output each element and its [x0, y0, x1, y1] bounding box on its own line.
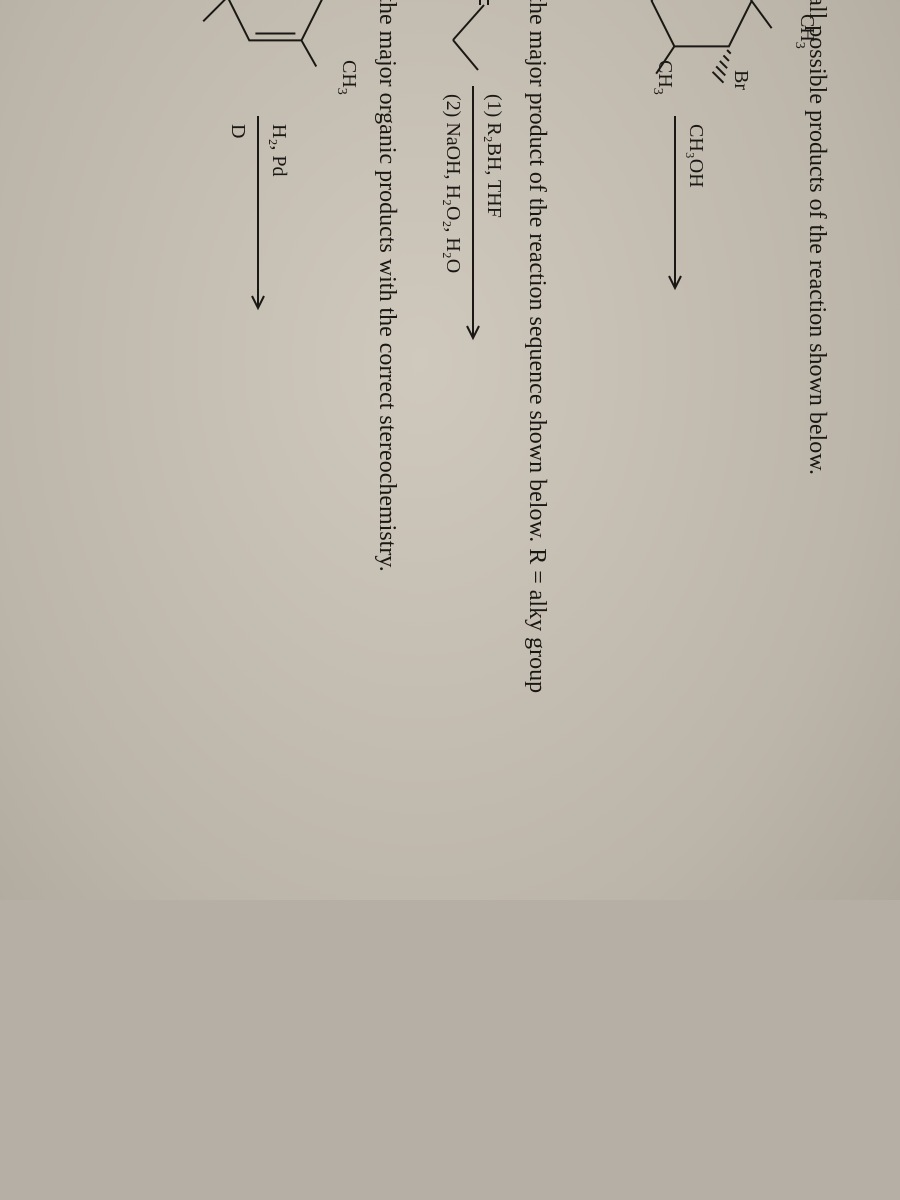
problem-27-prompt: 27. Draw all possible products of the re…	[802, 0, 832, 1010]
problem-28: 28. Draw the major product of the reacti…	[438, 0, 552, 1010]
q28-substrate	[438, 0, 508, 70]
q29-arrow-group: H₂, Pd D	[226, 116, 290, 316]
reaction-arrow-icon	[251, 116, 265, 316]
q27-sub-top-label: CH3	[791, 14, 818, 49]
problem-27-scheme: CH3 Br CH3 CH₃OH	[588, 0, 788, 1010]
fused-ring-stub-icon	[201, 0, 227, 21]
q27-sub-br-label: Br	[729, 70, 752, 90]
problem-29-prompt: 29. Draw the major organic products with…	[372, 0, 402, 1010]
q27-sub-bot-label: CH3	[649, 60, 676, 95]
reaction-arrow-icon	[669, 116, 683, 296]
q27-reagent-label: CH₃OH	[685, 116, 708, 188]
bond-line	[752, 1, 772, 28]
q28-step1-label: (1) R₂BH, THF	[482, 86, 505, 218]
bond-line	[453, 40, 478, 70]
q27-substrate: CH3 Br CH3	[588, 0, 788, 100]
problem-27: 27. Draw all possible products of the re…	[588, 0, 832, 1010]
q29-reagents-line2: D	[226, 116, 249, 138]
problem-28-scheme: (1) R₂BH, THF (2) NaOH, H₂O₂, H₂O	[438, 0, 508, 1010]
problem-28-text: Draw the major product of the reaction s…	[524, 0, 550, 693]
wedge-hash-icon	[713, 50, 731, 83]
q28-step2-label: (2) NaOH, H₂O₂, H₂O	[441, 86, 464, 273]
problem-28-prompt: 28. Draw the major product of the reacti…	[522, 0, 552, 1010]
q29-reagents-line1: H₂, Pd	[267, 116, 290, 177]
bond-line	[301, 40, 316, 66]
q28-arrow-group: (1) R₂BH, THF (2) NaOH, H₂O₂, H₂O	[441, 86, 505, 346]
problem-27-text: Draw all possible products of the reacti…	[804, 0, 830, 475]
bond-line	[453, 5, 484, 40]
cyclohexane-ring-icon	[652, 0, 752, 46]
q27-arrow-group: CH₃OH	[669, 116, 708, 296]
q29-substrate: CH3 D	[158, 0, 358, 100]
problem-29-text: Draw the major organic products with the…	[374, 0, 400, 572]
photographed-page: 27. Draw all possible products of the re…	[0, 0, 900, 900]
q29-methyl-label: CH3	[333, 60, 360, 95]
reaction-arrow-icon	[466, 86, 480, 346]
problem-29-scheme: CH3 D H₂, Pd D	[158, 0, 358, 1010]
page-content: 27. Draw all possible products of the re…	[122, 0, 850, 1050]
problem-29: 29. Draw the major organic products with…	[158, 0, 402, 1010]
